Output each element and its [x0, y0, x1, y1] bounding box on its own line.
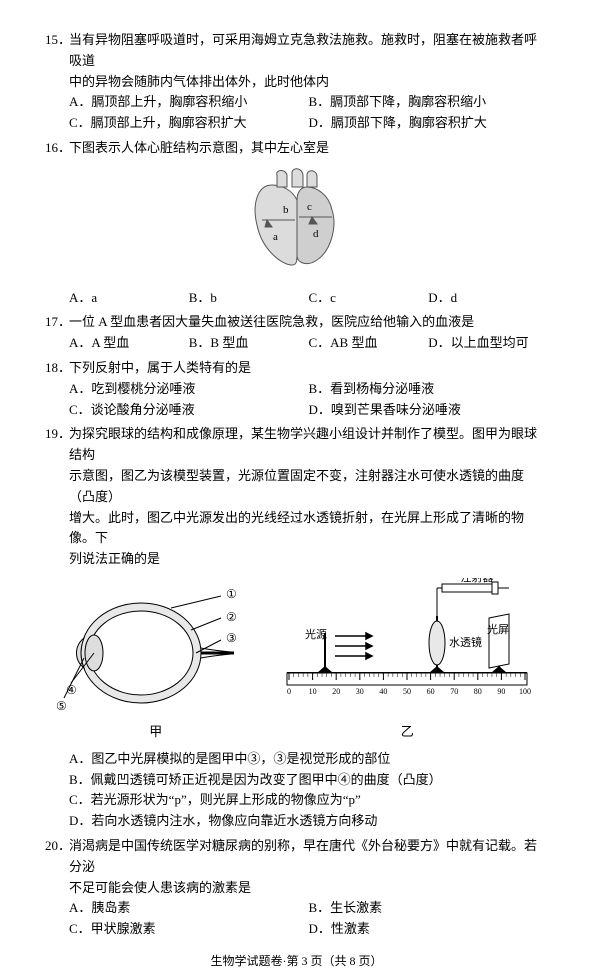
q19-option-c: C．若光源形状为“p”，则光屏上形成的物像应为“p”: [69, 790, 548, 811]
q20-number: 20．: [45, 836, 69, 878]
heart-label-b: b: [283, 204, 289, 216]
q16-option-a: A．a: [69, 288, 189, 309]
q19-stem-line4: 列说法正确的是: [69, 549, 548, 570]
q17-option-b: B．B 型血: [189, 333, 309, 354]
ruler-tick-label: 40: [380, 687, 388, 696]
ruler-tick-label: 70: [450, 687, 458, 696]
ruler-tick-label: 90: [498, 687, 506, 696]
question-17: 17． 一位 A 型血患者因大量失血被送往医院急救，医院应给他输入的血液是 A．…: [45, 312, 548, 354]
q19-diagrams: ① ② ③ ④ ⑤ 注射器 0 10 20 30 40 50 60 70 80 90 100: [45, 578, 548, 718]
eye-label-2: ②: [226, 610, 237, 624]
q20-stem-line2: 不足可能会使人患该病的激素是: [69, 878, 548, 899]
q16-stem: 下图表示人体心脏结构示意图，其中左心室是: [69, 138, 548, 159]
light-label: 光源: [305, 627, 327, 641]
q18-stem: 下列反射中，属于人类特有的是: [69, 358, 548, 379]
q15-stem-line1: 当有异物阻塞呼吸道时，可采用海姆立克急救法施救。施救时，阻塞在被施救者呼吸道: [69, 30, 548, 72]
q17-option-c: C．AB 型血: [309, 333, 429, 354]
q15-option-b: B．膈顶部下降，胸廓容积缩小: [309, 92, 549, 113]
ruler-tick-label: 80: [474, 687, 482, 696]
device-diagram: 注射器 0 10 20 30 40 50 60 70 80 90 100 光源 水透镜: [277, 578, 537, 718]
ruler-tick-label: 60: [427, 687, 435, 696]
q15-stem-line2: 中的异物会随肺内气体排出体外，此时他体内: [69, 72, 548, 93]
q20-stem-line1: 消渴病是中国传统医学对糖尿病的别称，早在唐代《外台秘要方》中就有记载。若分泌: [69, 836, 548, 878]
q15-number: 15．: [45, 30, 69, 72]
eye-label-3: ③: [226, 631, 237, 645]
ruler-tick-label: 30: [356, 687, 364, 696]
q18-option-b: B．看到杨梅分泌唾液: [309, 379, 549, 400]
device-caption: 乙: [277, 722, 537, 743]
heart-label-a: a: [273, 231, 278, 243]
q19-stem-line1: 为探究眼球的结构和成像原理，某生物学兴趣小组设计并制作了模型。图甲为眼球结构: [69, 424, 548, 466]
heart-diagram: a b c d: [45, 165, 548, 282]
q17-number: 17．: [45, 312, 69, 333]
q20-option-d: D．性激素: [309, 919, 549, 940]
page-footer: 生物学试题卷·第 3 页（共 8 页）: [45, 952, 548, 971]
q15-option-d: D．膈顶部下降，胸廓容积扩大: [309, 113, 549, 134]
eye-caption: 甲: [56, 722, 256, 743]
q20-option-c: C．甲状腺激素: [69, 919, 309, 940]
question-19: 19． 为探究眼球的结构和成像原理，某生物学兴趣小组设计并制作了模型。图甲为眼球…: [45, 424, 548, 832]
eye-diagram: ① ② ③ ④ ⑤: [56, 578, 256, 718]
q18-number: 18．: [45, 358, 69, 379]
eye-label-1: ①: [226, 587, 237, 601]
syringe-label: 注射器: [461, 578, 494, 584]
q15-option-c: C．膈顶部上升，胸廓容积扩大: [69, 113, 309, 134]
q18-option-a: A．吃到樱桃分泌唾液: [69, 379, 309, 400]
q16-option-c: C．c: [309, 288, 429, 309]
q17-option-d: D．以上血型均可: [428, 333, 548, 354]
question-18: 18． 下列反射中，属于人类特有的是 A．吃到樱桃分泌唾液 B．看到杨梅分泌唾液…: [45, 358, 548, 420]
q15-option-a: A．膈顶部上升，胸廓容积缩小: [69, 92, 309, 113]
q19-stem-line3: 增大。此时，图乙中光源发出的光线经过水透镜折射，在光屏上形成了清晰的物像。下: [69, 508, 548, 550]
ruler-tick-label: 20: [332, 687, 340, 696]
screen-label: 光屏: [487, 622, 509, 636]
ruler-tick-label: 10: [309, 687, 317, 696]
ruler-tick-label: 0: [287, 687, 291, 696]
ruler-tick-label: 50: [403, 687, 411, 696]
q18-option-d: D．嗅到芒果香味分泌唾液: [309, 400, 549, 421]
q20-option-a: A．胰岛素: [69, 898, 309, 919]
q18-option-c: C．谈论酸角分泌唾液: [69, 400, 309, 421]
q16-option-b: B．b: [189, 288, 309, 309]
eye-label-4: ④: [66, 683, 77, 697]
q16-number: 16．: [45, 138, 69, 159]
heart-label-d: d: [313, 228, 319, 240]
heart-label-c: c: [307, 201, 312, 213]
question-16: 16． 下图表示人体心脏结构示意图，其中左心室是 a b c d A．a B: [45, 138, 548, 308]
lens-label: 水透镜: [449, 635, 482, 649]
q16-option-d: D．d: [428, 288, 548, 309]
q19-option-d: D．若向水透镜内注水，物像应向靠近水透镜方向移动: [69, 811, 548, 832]
ruler-tick-label: 100: [519, 687, 531, 696]
q19-option-a: A．图乙中光屏模拟的是图甲中③，③是视觉形成的部位: [69, 749, 548, 770]
q20-option-b: B．生长激素: [309, 898, 549, 919]
q17-option-a: A．A 型血: [69, 333, 189, 354]
q17-stem: 一位 A 型血患者因大量失血被送往医院急救，医院应给他输入的血液是: [69, 312, 548, 333]
question-15: 15． 当有异物阻塞呼吸道时，可采用海姆立克急救法施救。施救时，阻塞在被施救者呼…: [45, 30, 548, 134]
q19-stem-line2: 示意图，图乙为该模型装置，光源位置固定不变，注射器注水可使水透镜的曲度（凸度）: [69, 466, 548, 508]
question-20: 20． 消渴病是中国传统医学对糖尿病的别称，早在唐代《外台秘要方》中就有记载。若…: [45, 836, 548, 940]
q19-option-b: B．佩戴凹透镜可矫正近视是因为改变了图甲中④的曲度（凸度）: [69, 770, 548, 791]
q19-number: 19．: [45, 424, 69, 466]
eye-label-5: ⑤: [56, 699, 67, 713]
